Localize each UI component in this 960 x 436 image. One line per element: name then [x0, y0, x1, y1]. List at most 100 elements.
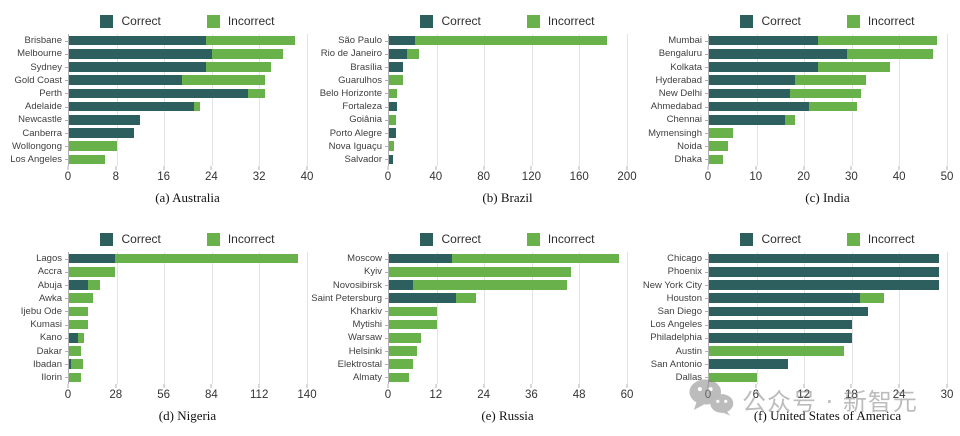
bar-segment-correct: [709, 267, 940, 277]
bar-segment-incorrect: [389, 88, 398, 99]
bar-segment-incorrect: [709, 154, 724, 165]
category-label: Saint Petersburg: [311, 292, 382, 304]
x-tick-label: 140: [297, 389, 317, 401]
chart-brazil: Correct Incorrect São Paulo Rio de Janeiro B…: [320, 0, 640, 218]
bar-segment-incorrect: [389, 75, 404, 85]
category-label: San Diego: [657, 305, 702, 317]
category-label: Kano: [39, 332, 62, 344]
x-axis: 0 8 16 24 32 40: [65, 166, 313, 188]
bar-segment-incorrect: [389, 359, 413, 369]
bar-segment-correct: [69, 359, 71, 369]
x-tick-mark: [67, 384, 69, 388]
category-label: Ilorin: [41, 371, 62, 383]
bar-row: [705, 140, 947, 153]
x-tick-mark: [387, 166, 389, 170]
category-label: Porto Alegre: [329, 127, 382, 139]
bar-row: [65, 87, 307, 100]
y-tick-mark: [385, 298, 388, 300]
x-tick-label: 40: [429, 171, 443, 183]
plot-body: Brisbane Melbourne Sydney Gold Coast Perth Ad…: [0, 34, 308, 166]
legend-item-incorrect: Incorrect: [846, 232, 915, 246]
x-tick-label: 24: [477, 389, 490, 401]
legend-label-correct: Correct: [761, 232, 801, 246]
bar-segment-correct: [389, 49, 407, 59]
category-label: Brisbane: [24, 35, 63, 47]
y-tick-mark: [385, 324, 388, 326]
category-label: Los Angeles: [650, 319, 702, 331]
bar-row: [705, 331, 947, 344]
bar-segment-correct: [709, 62, 819, 72]
category-label: Warsaw: [348, 332, 382, 344]
bar-segment-correct: [709, 35, 819, 46]
x-axis: 0 12 24 36 48 60: [385, 384, 633, 406]
bar-segment-incorrect: [193, 101, 200, 112]
y-tick-mark: [65, 159, 68, 161]
legend-item-incorrect: Incorrect: [526, 14, 595, 28]
x-tick-label: 40: [300, 171, 314, 183]
gridline: [116, 252, 118, 384]
y-tick-mark: [705, 53, 708, 55]
gridline: [531, 34, 533, 166]
bar-segment-correct: [69, 35, 206, 46]
y-tick-mark: [385, 67, 388, 68]
category-label: Hyderabad: [655, 74, 702, 86]
bar-segment-correct: [389, 280, 413, 290]
bar-row: [705, 292, 947, 305]
x-tick-mark: [258, 384, 260, 388]
chart-caption: (a) Australia: [155, 190, 220, 205]
y-tick-mark: [705, 159, 708, 161]
category-label: Goiânia: [349, 114, 382, 126]
category-label: New York City: [642, 279, 702, 291]
bar-row: [65, 292, 307, 305]
gridline: [484, 34, 486, 166]
category-label: Melbourne: [17, 48, 62, 60]
x-tick-label: 30: [844, 171, 858, 183]
bar-row: [65, 140, 307, 153]
chart-nigeria: Correct Incorrect Lagos Accra Abuja Awka Ijebu…: [0, 218, 320, 436]
bar-segment-correct: [709, 88, 790, 99]
bar-segment-incorrect: [389, 372, 409, 383]
legend-item-incorrect: Incorrect: [206, 14, 275, 28]
x-tick-label: 200: [617, 171, 637, 183]
bar-rows: [705, 252, 947, 384]
bar-segment-incorrect: [859, 293, 884, 303]
y-tick-mark: [705, 324, 708, 326]
category-label: Ibadan: [32, 358, 62, 370]
bar-row: [385, 113, 627, 126]
category-label: San Antonio: [650, 358, 702, 370]
bar-row: [385, 344, 627, 357]
y-tick-mark: [65, 106, 68, 108]
gridline: [164, 34, 166, 166]
category-label: Ijebu Ode: [20, 305, 62, 317]
x-tick-mark: [258, 166, 260, 170]
gridline: [211, 34, 213, 166]
category-label: Guarulhos: [338, 74, 382, 86]
y-tick-mark: [65, 53, 68, 55]
legend-swatch-correct: [420, 14, 434, 28]
legend: Correct Incorrect: [708, 226, 947, 252]
gridline: [579, 252, 581, 384]
gridline: [899, 34, 901, 166]
y-tick-mark: [705, 40, 708, 42]
bar-segment-correct: [389, 101, 398, 112]
y-tick-mark: [385, 311, 388, 313]
category-label: Accra: [37, 266, 62, 278]
x-tick-label: 6: [752, 389, 759, 401]
x-tick-mark: [578, 384, 580, 388]
bar-segment-incorrect: [389, 306, 437, 317]
bar-segment-correct: [389, 253, 453, 264]
bar-row: [385, 60, 627, 73]
y-tick-mark: [705, 351, 708, 353]
bar-segment-incorrect: [794, 75, 867, 85]
gridline: [211, 252, 213, 384]
x-tick-label: 16: [157, 171, 170, 183]
y-tick-mark: [705, 133, 708, 135]
bar-row: [65, 34, 307, 47]
y-tick-mark: [385, 258, 388, 260]
bar-segment-incorrect: [847, 49, 933, 59]
category-label: New Delhi: [658, 87, 702, 99]
x-axis: 0 28 56 84 112 140: [65, 384, 317, 406]
y-tick-mark: [65, 93, 68, 95]
bar-segment-incorrect: [205, 62, 272, 72]
